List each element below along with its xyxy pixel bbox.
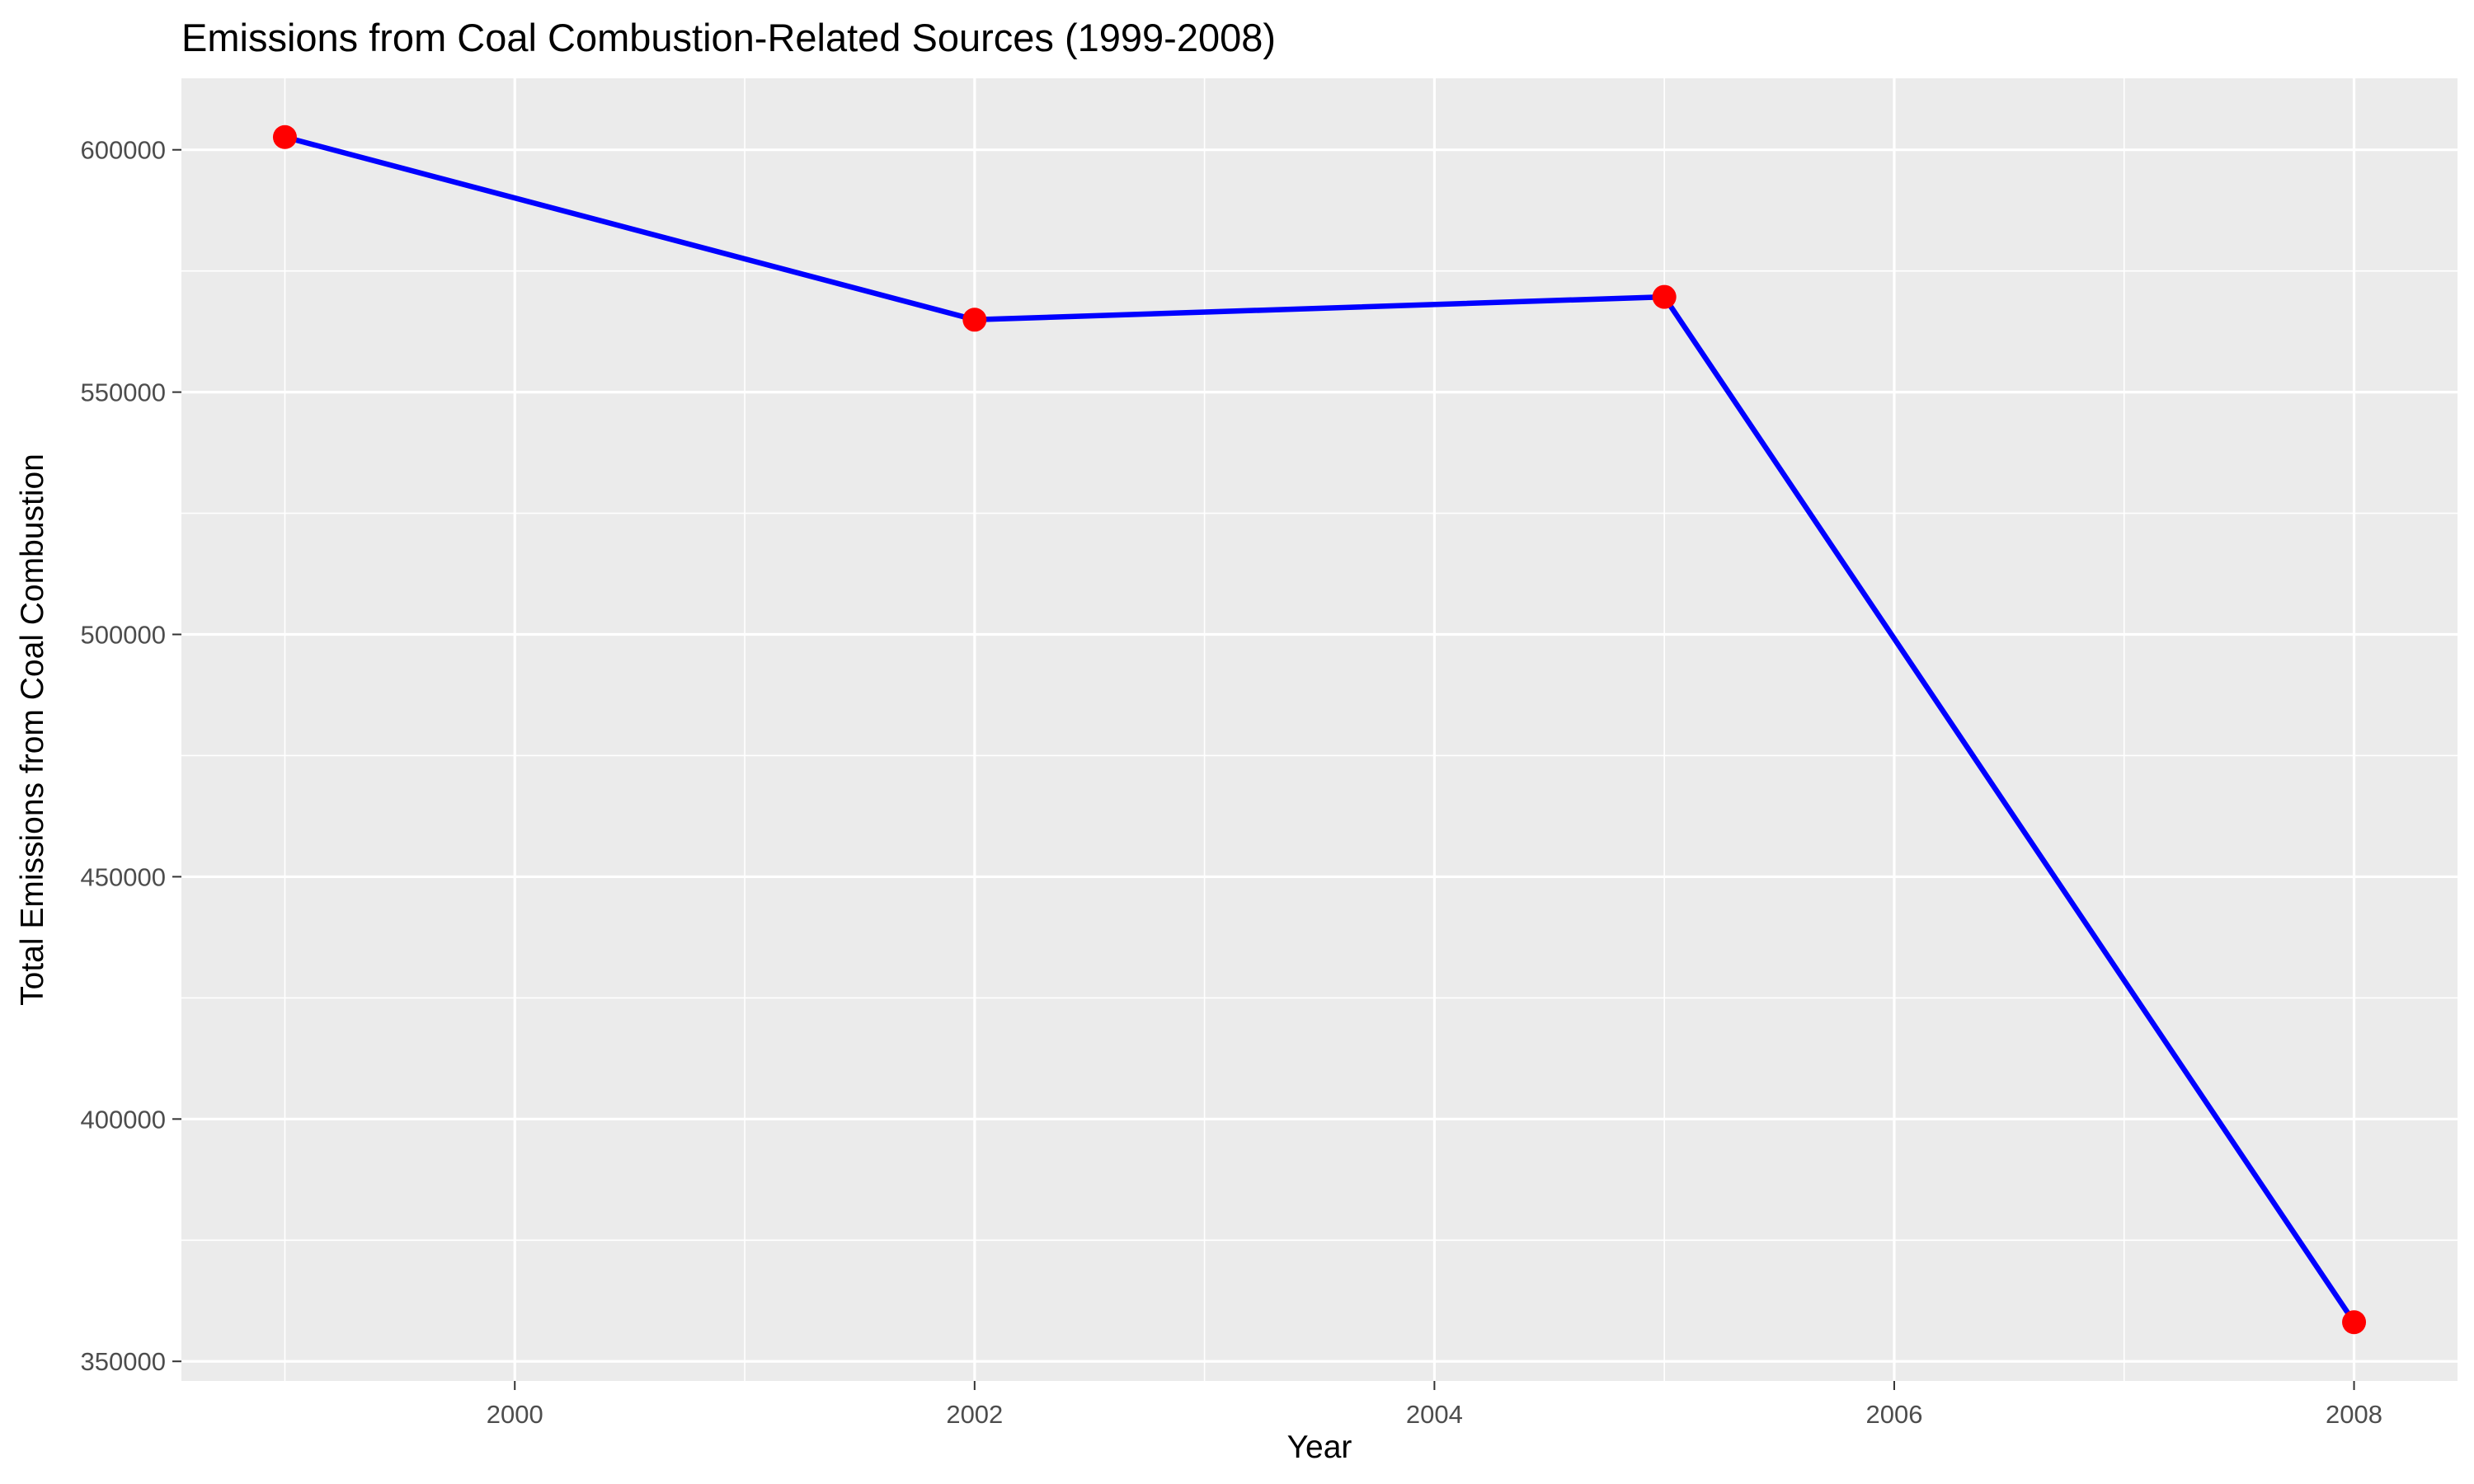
grid-lines [181, 78, 2458, 1381]
y-tick-label: 500000 [81, 621, 166, 650]
axes: 2000 2002 2004 2006 2008 350000 400000 450000 50… [81, 136, 2382, 1429]
x-tick-label: 2006 [1865, 1400, 1922, 1429]
chart-title: Emissions from Coal Combustion-Related S… [181, 16, 1276, 59]
series-line-segment [971, 294, 1667, 323]
series-line-segment [282, 134, 978, 323]
x-tick-label: 2000 [487, 1400, 543, 1429]
series-line-segment [1661, 294, 2357, 1325]
x-axis-title: Year [1287, 1430, 1352, 1465]
y-tick-label: 400000 [81, 1105, 166, 1134]
x-tick-label: 2002 [946, 1400, 1003, 1429]
y-tick-label: 350000 [81, 1347, 166, 1376]
series-layer [282, 134, 2357, 1325]
x-tick-label: 2004 [1406, 1400, 1463, 1429]
plot-panel [181, 78, 2458, 1381]
y-axis-title: Total Emissions from Coal Combustion [15, 453, 50, 1006]
x-tick-label: 2008 [2326, 1400, 2382, 1429]
y-tick-label: 550000 [81, 378, 166, 407]
data-point [962, 308, 987, 332]
data-point [272, 124, 297, 149]
points-layer [272, 124, 2367, 1335]
y-tick-label: 450000 [81, 862, 166, 891]
data-point [2342, 1310, 2367, 1335]
y-tick-label: 600000 [81, 136, 166, 165]
data-point [1652, 284, 1677, 309]
